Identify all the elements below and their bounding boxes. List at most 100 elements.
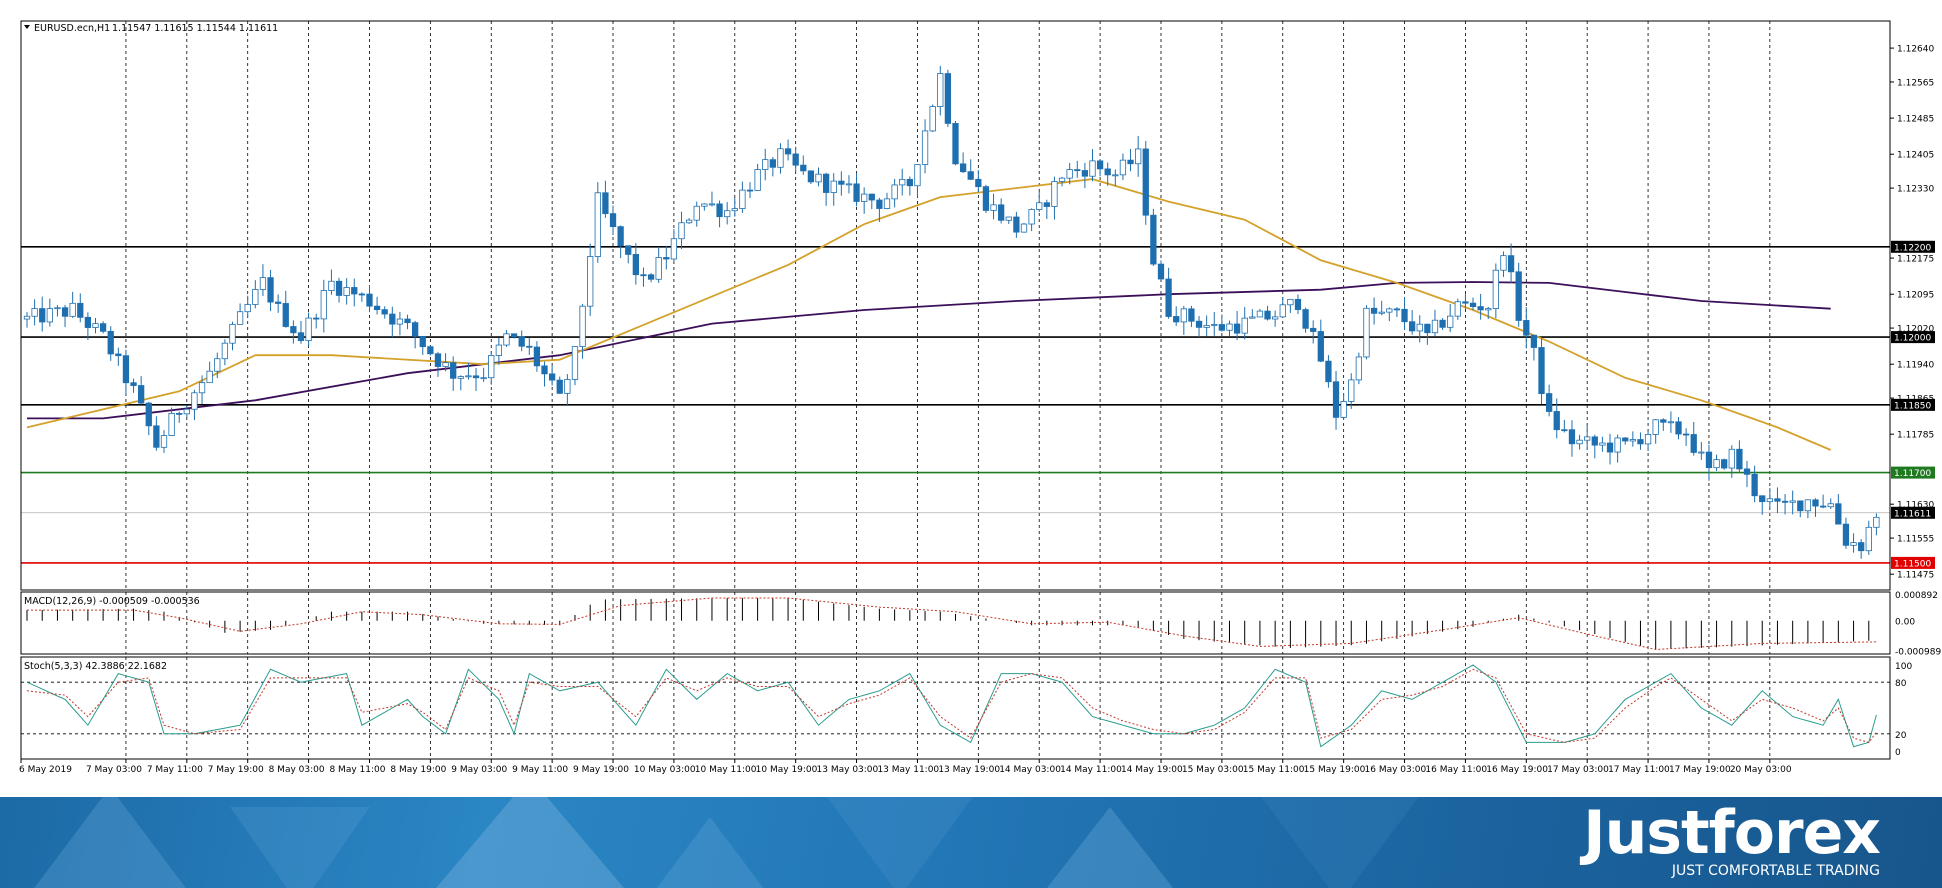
- candle-body: [1766, 498, 1773, 503]
- candle-body: [488, 355, 495, 379]
- candle-body: [1294, 298, 1302, 310]
- candle-body: [412, 322, 419, 337]
- price-tick-label: 1.12095: [1897, 291, 1934, 301]
- candle-body: [1195, 320, 1203, 328]
- candle-body: [1378, 311, 1385, 314]
- candle-body: [115, 353, 122, 357]
- candle-body: [480, 377, 487, 380]
- macd-label: MACD(12,26,9) -0.000509 -0.000536: [24, 596, 200, 607]
- ma-fast-line: [26, 178, 1832, 451]
- time-tick-label: 10 May 19:00: [756, 765, 818, 775]
- candle-body: [959, 163, 967, 173]
- candle-body: [533, 346, 541, 367]
- candle-body: [655, 257, 662, 280]
- trading-chart: 1.12640 1.12565 1.12485 1.12405 1.12330 1.121…: [19, 20, 1941, 775]
- candle-body: [1553, 411, 1560, 431]
- candle-body: [724, 210, 731, 218]
- candle-body: [739, 189, 746, 209]
- candle-body: [1287, 298, 1294, 306]
- horizontal-levels: [21, 245, 1890, 564]
- candle-body: [1591, 436, 1598, 446]
- candle-body: [944, 73, 952, 124]
- candle-body: [99, 323, 107, 332]
- candle-body: [1561, 429, 1568, 432]
- price-tick-label: 1.12640: [1897, 45, 1934, 55]
- candle-body: [275, 301, 282, 304]
- candle-body: [366, 293, 373, 307]
- candle-body: [1348, 379, 1355, 402]
- candle-body: [1865, 526, 1872, 552]
- candle-body: [663, 257, 670, 260]
- candle-body: [457, 376, 464, 379]
- candle-body: [762, 159, 769, 170]
- level-price-label: 1.11850: [1894, 401, 1931, 411]
- candle-body: [1302, 309, 1309, 329]
- time-tick-label: 16 May 11:00: [1425, 765, 1487, 775]
- candle-body: [1325, 360, 1332, 383]
- candle-body: [899, 178, 906, 186]
- candle-body: [891, 184, 898, 200]
- candle-body: [419, 335, 426, 348]
- candle-body: [1264, 310, 1271, 320]
- panel-frames: [20, 20, 1891, 760]
- candle-body: [1454, 301, 1461, 317]
- candle-body: [1667, 421, 1675, 424]
- candlesticks: [23, 65, 1880, 559]
- candle-body: [236, 311, 244, 325]
- candle-body: [107, 330, 114, 355]
- candle-body: [442, 362, 449, 367]
- price-tick-label: 1.12330: [1897, 185, 1934, 195]
- candle-body: [678, 222, 685, 240]
- candle-body: [313, 317, 320, 320]
- candle-body: [548, 373, 556, 381]
- price-tick-label: 1.11940: [1897, 361, 1934, 371]
- candle-body: [518, 336, 525, 347]
- time-tick-label: 9 May 19:00: [573, 765, 629, 775]
- candle-body: [1036, 202, 1043, 210]
- current-price-label: 1.11611: [1894, 509, 1931, 519]
- candle-body: [290, 326, 297, 334]
- candle-body: [625, 245, 632, 255]
- candle-body: [632, 254, 639, 276]
- time-tick-label: 7 May 11:00: [147, 765, 203, 775]
- time-tick-label: 8 May 03:00: [269, 765, 325, 775]
- candle-body: [396, 318, 404, 325]
- candle-body: [389, 313, 396, 325]
- candle-body: [883, 198, 891, 209]
- collapse-arrow-icon[interactable]: [24, 25, 30, 29]
- candle-body: [1584, 436, 1591, 441]
- candle-body: [556, 379, 563, 394]
- candle-body: [1119, 159, 1127, 176]
- candle-body: [1157, 263, 1165, 280]
- candle-body: [914, 164, 921, 187]
- candle-body: [1819, 505, 1827, 508]
- candle-body: [1469, 302, 1477, 307]
- time-tick-label: 15 May 03:00: [1182, 765, 1244, 775]
- candle-body: [617, 226, 624, 247]
- candle-body: [1370, 307, 1378, 314]
- candle-body: [1401, 308, 1408, 323]
- candle-body: [1774, 498, 1781, 502]
- candle-body: [792, 153, 799, 166]
- candle-body: [46, 308, 53, 323]
- time-tick-label: 7 May 19:00: [208, 765, 264, 775]
- candle-body: [1188, 308, 1195, 322]
- current-price-tag: [1891, 506, 1935, 519]
- candle-body: [685, 219, 693, 224]
- time-tick-label: 8 May 11:00: [329, 765, 385, 775]
- candle-body: [1858, 542, 1865, 552]
- stoch-tick-label: 80: [1895, 679, 1907, 689]
- candle-body: [571, 346, 579, 380]
- candle-body: [168, 412, 175, 436]
- time-tick-label: 9 May 03:00: [451, 765, 507, 775]
- candle-body: [1721, 459, 1728, 469]
- candle-body: [1698, 451, 1705, 454]
- candle-body: [1431, 319, 1439, 334]
- time-tick-label: 13 May 19:00: [938, 765, 1000, 775]
- candle-body: [1675, 421, 1682, 435]
- macd-tick-label: -0.000989: [1895, 648, 1941, 658]
- candle-body: [297, 332, 305, 341]
- candle-body: [921, 130, 929, 165]
- candle-body: [465, 375, 472, 378]
- time-tick-label: 14 May 11:00: [1060, 765, 1122, 775]
